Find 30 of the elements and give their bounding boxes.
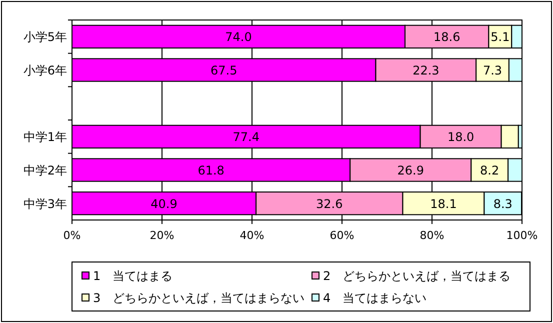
- data-label: 61.8: [198, 164, 224, 178]
- data-label: 8.3: [493, 196, 512, 211]
- data-label: 18.0: [447, 130, 474, 144]
- data-label: 32.6: [316, 196, 343, 211]
- x-tick-label: 40%: [240, 229, 264, 242]
- legend-label: 4 当てはまらない: [323, 291, 427, 305]
- y-tick-label: 中学1年: [23, 130, 67, 144]
- legend-label: 3 どちらかといえば，当てはまらない: [93, 291, 305, 305]
- y-tick-label: 小学6年: [23, 64, 67, 78]
- x-tick-label: 100%: [506, 229, 538, 242]
- data-label: 40.9: [150, 196, 178, 211]
- data-label: 5.1: [490, 30, 510, 44]
- x-tick-label: 0%: [63, 229, 81, 242]
- data-label: 74.0: [225, 30, 252, 44]
- data-label: 67.5: [210, 64, 238, 78]
- data-label: 22.3: [412, 64, 440, 78]
- y-tick-label: 小学5年: [23, 30, 67, 44]
- data-label: 26.9: [397, 164, 424, 178]
- y-tick-label: 中学3年: [23, 196, 67, 211]
- legend-label: 2 どちらかといえば，当てはまる: [323, 269, 511, 283]
- x-tick-label: 60%: [330, 229, 354, 242]
- data-label: 18.6: [433, 30, 460, 44]
- data-label: 77.4: [232, 130, 260, 144]
- data-label: 8.2: [480, 164, 500, 178]
- y-tick-label: 中学2年: [23, 164, 67, 178]
- x-tick-label: 80%: [420, 229, 444, 242]
- data-label: 18.1: [430, 196, 457, 211]
- legend-label: 1 当てはまる: [93, 269, 173, 283]
- x-tick-label: 20%: [150, 229, 174, 242]
- data-label: 7.3: [482, 64, 502, 78]
